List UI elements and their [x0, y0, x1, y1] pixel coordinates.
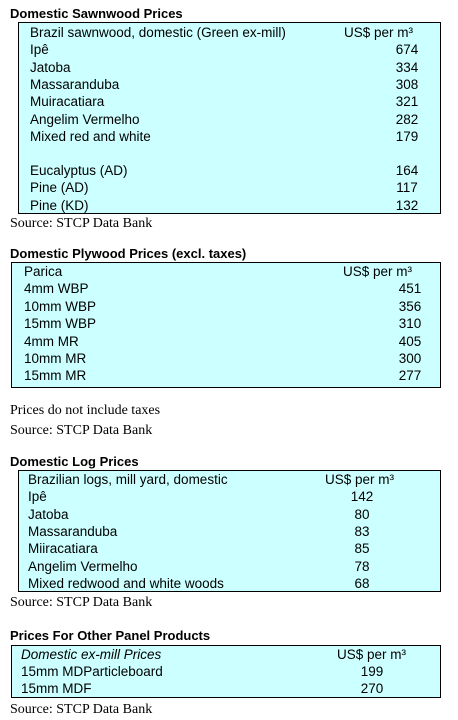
row-value: 356: [398, 298, 422, 314]
row-value: 334: [395, 59, 419, 75]
row-value: 277: [398, 368, 422, 384]
row-label: 15mm WBP: [24, 316, 97, 332]
row-label: Eucalyptus (AD): [30, 163, 128, 179]
price-table: [18, 22, 441, 214]
row-value: 199: [360, 664, 384, 679]
note: Source: STCP Data Bank: [10, 423, 153, 438]
note: Source: STCP Data Bank: [10, 595, 153, 610]
row-value: 405: [398, 333, 422, 349]
row-label: Pine (AD): [30, 180, 89, 196]
row-label: Ipê: [28, 489, 47, 505]
row-value: 674: [395, 42, 419, 58]
row-label: Mixed red and white: [30, 128, 151, 144]
table-header: Parica: [24, 264, 63, 279]
table-header: Brazilian logs, mill yard, domestic: [28, 472, 228, 487]
row-value: 117: [396, 180, 418, 196]
row-label: 15mm MDF: [21, 681, 92, 696]
unit-header: US$ per m³: [325, 472, 395, 487]
row-label: Jatoba: [28, 506, 69, 522]
row-label: 10mm MR: [24, 351, 87, 366]
section-title: Prices For Other Panel Products: [10, 628, 211, 643]
row-label: Jatoba: [30, 59, 71, 75]
row-label: 4mm MR: [24, 333, 79, 349]
row-label: 15mm MDParticleboard: [21, 664, 163, 679]
row-value: 282: [395, 111, 419, 127]
unit-header: US$ per m³: [344, 25, 414, 40]
section-title: Domestic Log Prices: [10, 454, 139, 469]
price-table: [11, 262, 441, 388]
row-label: Muiracatiara: [30, 94, 105, 110]
row-label: Miiracatiara: [28, 541, 98, 557]
note: Source: STCP Data Bank: [10, 702, 153, 717]
row-value: 179: [395, 128, 419, 144]
row-value: 85: [354, 541, 370, 557]
row-value: 132: [395, 197, 419, 213]
row-label: 10mm WBP: [24, 298, 97, 314]
row-label: Mixed redwood and white woods: [28, 575, 224, 591]
price-table: [11, 645, 441, 698]
row-label: 15mm MR: [24, 368, 87, 384]
row-label: Ipê: [30, 42, 49, 58]
section-title: Domestic Plywood Prices (excl. taxes): [10, 246, 247, 261]
row-value: 164: [395, 163, 419, 179]
row-value: 321: [395, 94, 419, 110]
row-value: 68: [354, 575, 370, 591]
row-value: 300: [398, 351, 422, 366]
row-value: 142: [350, 489, 374, 505]
row-value: 310: [398, 316, 422, 332]
unit-header: US$ per m³: [343, 264, 413, 279]
note: Prices do not include taxes: [10, 403, 161, 418]
row-value: 80: [354, 506, 370, 522]
row-label: Pine (KD): [30, 197, 89, 213]
row-value: 308: [395, 76, 419, 92]
table-header: Brazil sawnwood, domestic (Green ex-mill…: [30, 25, 286, 40]
price-table: [18, 470, 441, 592]
table-header: Domestic ex-mill Prices: [21, 647, 162, 662]
row-label: Angelim Vermelho: [30, 111, 140, 127]
row-label: 4mm WBP: [24, 281, 89, 297]
row-label: Massaranduba: [30, 76, 120, 92]
row-value: 451: [398, 281, 422, 297]
row-value: 270: [360, 681, 384, 696]
unit-header: US$ per m³: [337, 647, 407, 662]
section-title: Domestic Sawnwood Prices: [10, 6, 183, 21]
row-label: Angelim Vermelho: [28, 558, 138, 574]
note: Source: STCP Data Bank: [10, 216, 153, 231]
row-value: 83: [354, 523, 370, 539]
row-value: 78: [354, 558, 370, 574]
row-label: Massaranduba: [28, 523, 118, 539]
